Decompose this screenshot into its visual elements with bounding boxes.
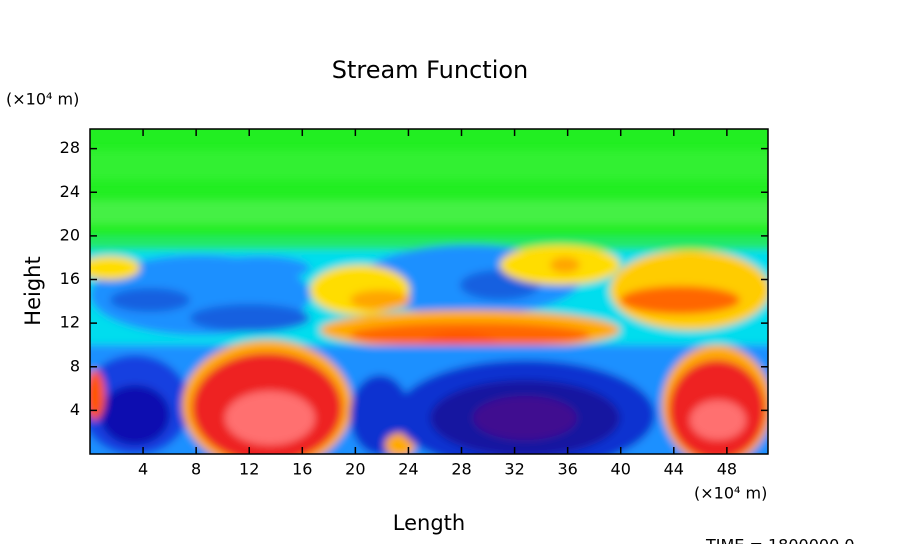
x-tick-label: 28 bbox=[451, 460, 471, 479]
time-label: TIME = 1800000.0 bbox=[705, 536, 855, 544]
x-tick-label: 32 bbox=[504, 460, 524, 479]
y-tick-label: 28 bbox=[60, 138, 80, 157]
x-tick-label: 4 bbox=[138, 460, 148, 479]
y-tick-label: 4 bbox=[70, 400, 80, 419]
y-tick-label: 20 bbox=[60, 225, 80, 244]
contour-field bbox=[90, 129, 768, 454]
chart-title: Stream Function bbox=[332, 56, 529, 84]
x-tick-label: 8 bbox=[191, 460, 201, 479]
x-tick-label: 48 bbox=[717, 460, 737, 479]
x-tick-label: 16 bbox=[292, 460, 312, 479]
x-tick-label: 24 bbox=[398, 460, 418, 479]
y-tick-label: 24 bbox=[60, 182, 80, 201]
plot-frame bbox=[89, 128, 769, 455]
x-tick-label: 12 bbox=[239, 460, 259, 479]
x-tick-label: 36 bbox=[557, 460, 577, 479]
x-tick-label: 20 bbox=[345, 460, 365, 479]
y-tick-label: 16 bbox=[60, 269, 80, 288]
y-unit: (×10⁴ m) bbox=[6, 90, 79, 109]
y-tick-label: 8 bbox=[70, 356, 80, 375]
x-tick-label: 40 bbox=[611, 460, 631, 479]
x-tick-label: 44 bbox=[664, 460, 684, 479]
x-unit: (×10⁴ m) bbox=[694, 484, 767, 503]
x-axis-label: Length bbox=[393, 511, 465, 535]
y-axis-label: Height bbox=[21, 256, 45, 325]
y-tick-label: 12 bbox=[60, 313, 80, 332]
